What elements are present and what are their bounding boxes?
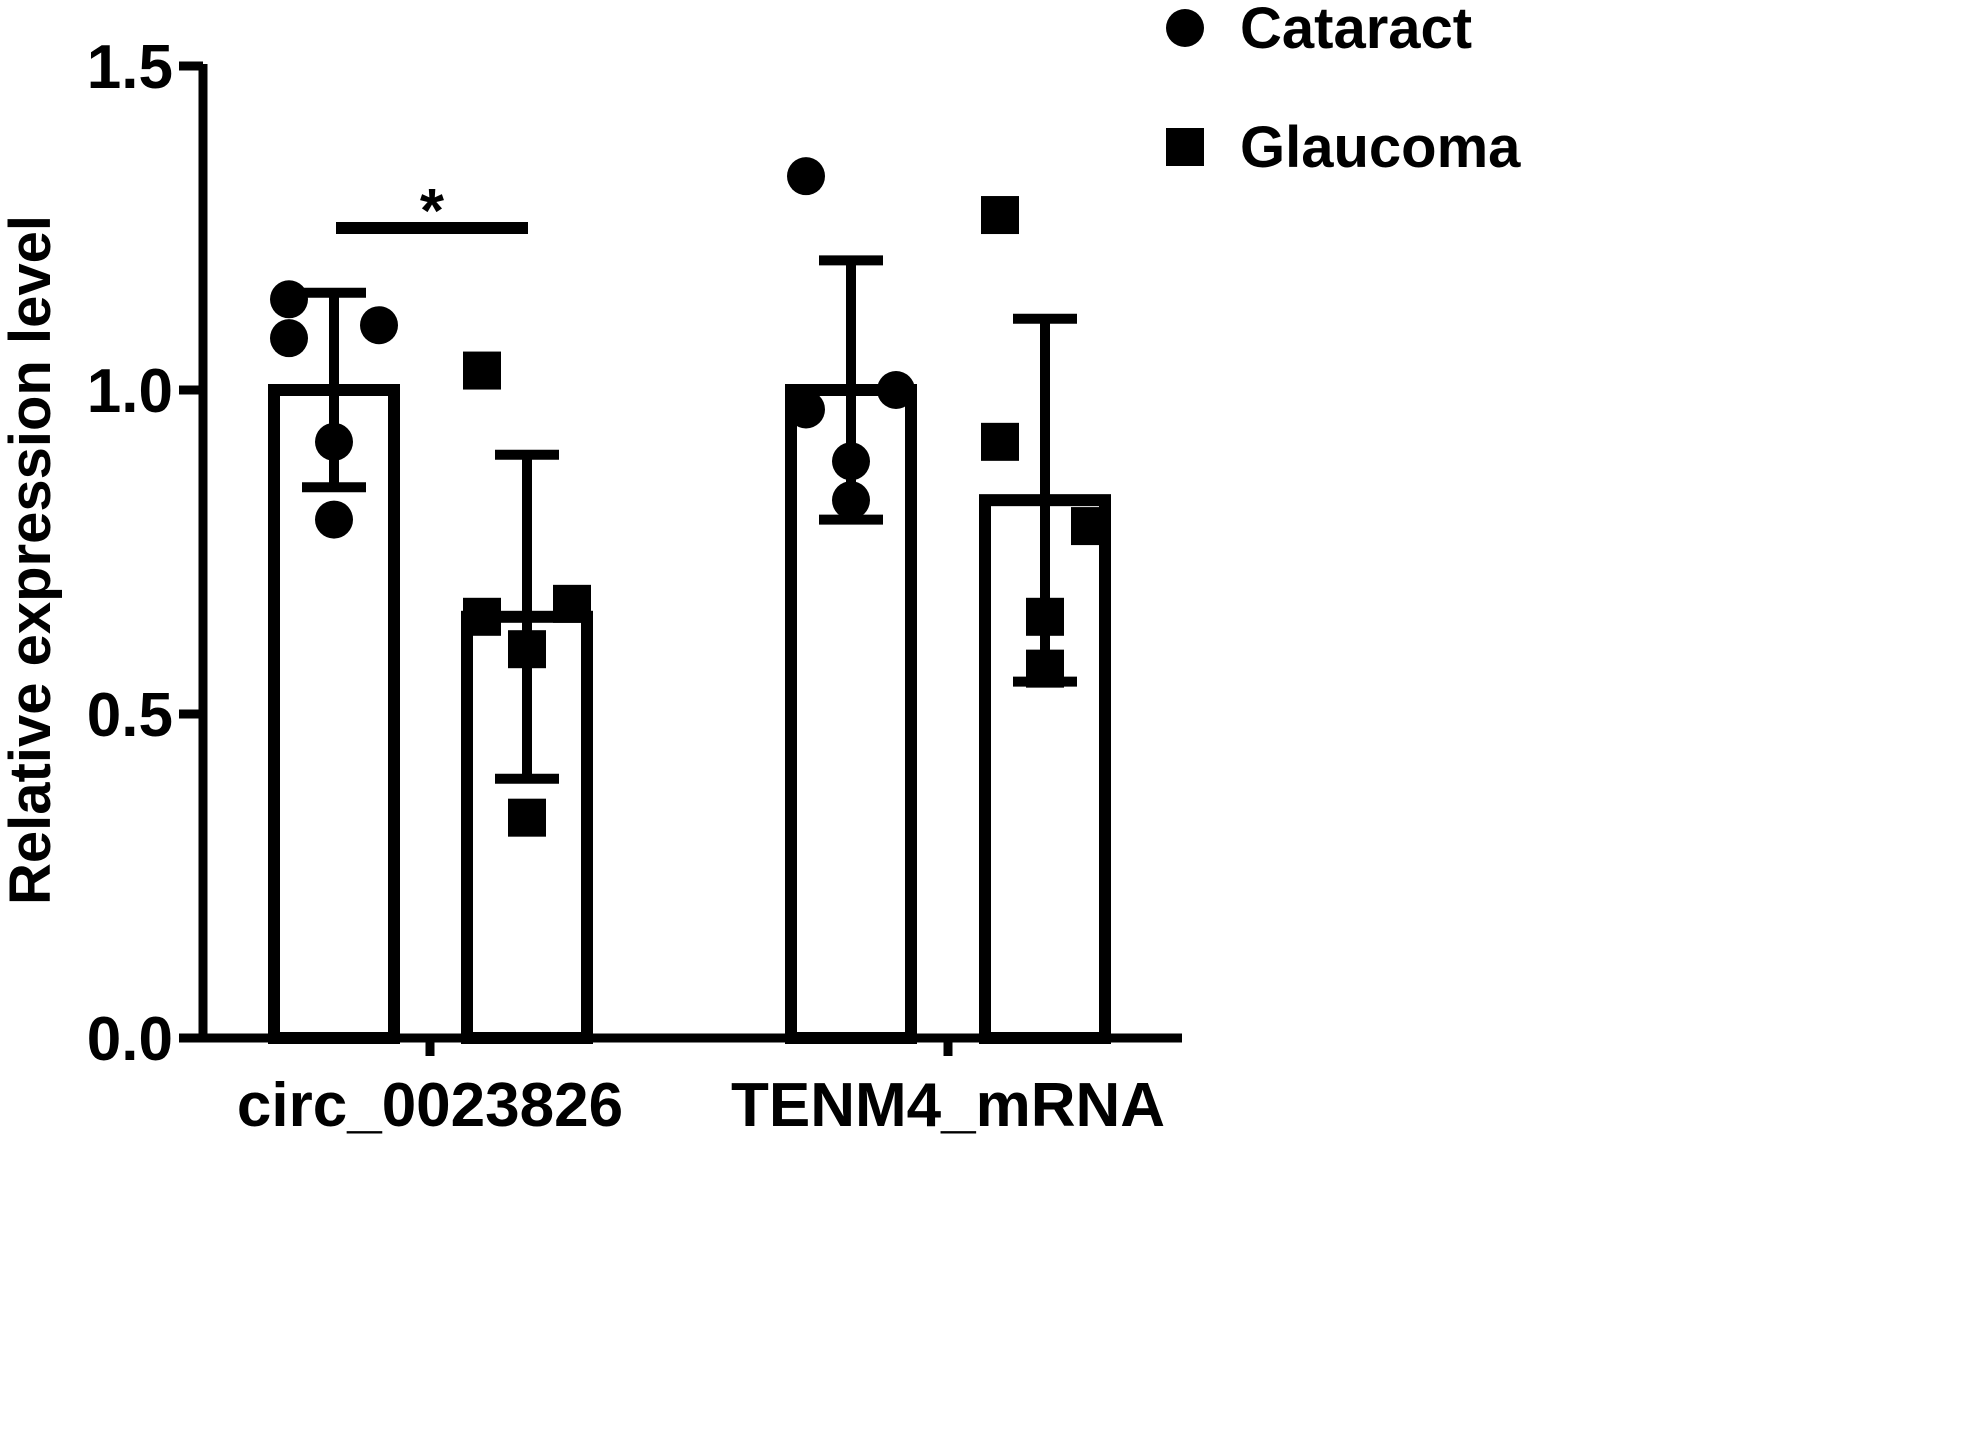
data-point [832, 481, 870, 520]
y-axis-title: Relative expression level [0, 215, 63, 905]
bar [268, 384, 400, 1044]
y-tick-label: 1.0 [87, 357, 173, 426]
data-point [315, 500, 353, 539]
data-point [981, 422, 1019, 461]
data-point [463, 351, 501, 390]
x-tick-label: TENM4_mRNA [731, 1071, 1165, 1140]
significance-label: * [420, 177, 445, 246]
data-point [270, 319, 308, 358]
data-point [832, 442, 870, 481]
legend: Cataract Glaucoma [1166, 0, 1521, 180]
data-point [508, 798, 546, 837]
data-point [787, 390, 825, 429]
legend-label-cataract: Cataract [1240, 0, 1472, 61]
chart: Relative expression level Cataract Glauc… [0, 0, 1521, 1140]
data-point [553, 584, 591, 623]
data-point [508, 630, 546, 669]
data-point [360, 306, 398, 345]
y-tick-label: 1.5 [87, 33, 173, 102]
data-point [787, 157, 825, 196]
data-point [981, 196, 1019, 235]
data-point [315, 422, 353, 461]
legend-marker-glaucoma [1166, 128, 1204, 166]
bar [979, 494, 1111, 1045]
y-tick-label: 0.0 [87, 1005, 173, 1074]
data-point [1026, 597, 1064, 636]
x-tick-label: circ_0023826 [237, 1071, 623, 1140]
legend-marker-cataract [1166, 9, 1204, 47]
legend-label-glaucoma: Glaucoma [1240, 115, 1521, 180]
y-tick-label: 0.5 [87, 681, 173, 750]
data-point [877, 371, 915, 409]
data-point [463, 597, 501, 636]
data-point [1026, 649, 1064, 688]
data-point [270, 280, 308, 319]
data-point [1071, 507, 1109, 546]
